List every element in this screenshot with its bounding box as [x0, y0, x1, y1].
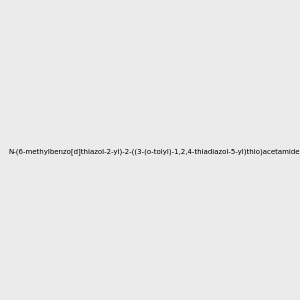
Text: N-(6-methylbenzo[d]thiazol-2-yl)-2-((3-(o-tolyl)-1,2,4-thiadiazol-5-yl)thio)acet: N-(6-methylbenzo[d]thiazol-2-yl)-2-((3-(… [8, 148, 299, 155]
